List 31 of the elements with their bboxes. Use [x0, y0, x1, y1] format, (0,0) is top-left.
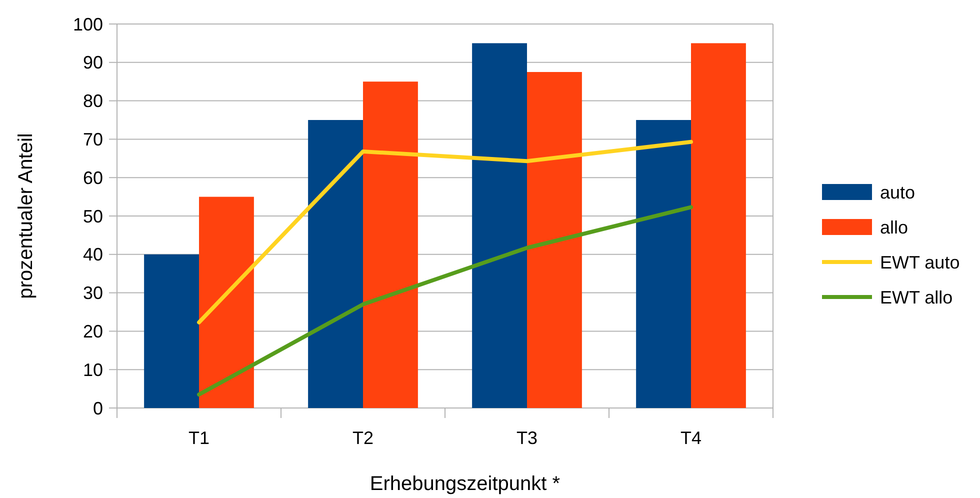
x-tick-label: T2 — [352, 428, 374, 448]
bar — [636, 120, 691, 408]
y-tick-label: 40 — [82, 244, 103, 265]
x-tick-label: T1 — [188, 428, 210, 448]
line-series — [197, 205, 693, 397]
y-tick-label: 30 — [82, 283, 103, 304]
y-tick-label: 10 — [82, 360, 103, 380]
y-tick-label: 20 — [82, 322, 103, 342]
bar — [472, 43, 527, 408]
bar — [199, 196, 254, 408]
y-tick-label: 0 — [92, 398, 103, 418]
bar — [527, 72, 582, 408]
bar — [144, 254, 199, 408]
bar — [363, 82, 418, 408]
x-axis-title: Erhebungszeitpunkt * — [370, 473, 560, 495]
legend-label: EWT auto — [880, 252, 960, 272]
bar — [691, 43, 746, 408]
x-tick-label: T4 — [680, 428, 702, 448]
y-tick-label: 50 — [82, 206, 103, 226]
y-axis-title: prozentualer Anteil — [15, 133, 37, 299]
y-tick-label: 70 — [82, 130, 103, 150]
y-tick-label: 90 — [82, 52, 103, 73]
y-tick-label: 60 — [82, 168, 103, 188]
legend-label: auto — [880, 182, 916, 202]
legend-label: allo — [880, 217, 908, 238]
legend-label: EWT allo — [880, 287, 953, 308]
line-series — [197, 140, 693, 324]
y-tick-label: 80 — [82, 91, 103, 112]
y-tick-label: 100 — [72, 14, 103, 34]
x-tick-label: T3 — [516, 428, 538, 448]
bar — [308, 120, 363, 408]
